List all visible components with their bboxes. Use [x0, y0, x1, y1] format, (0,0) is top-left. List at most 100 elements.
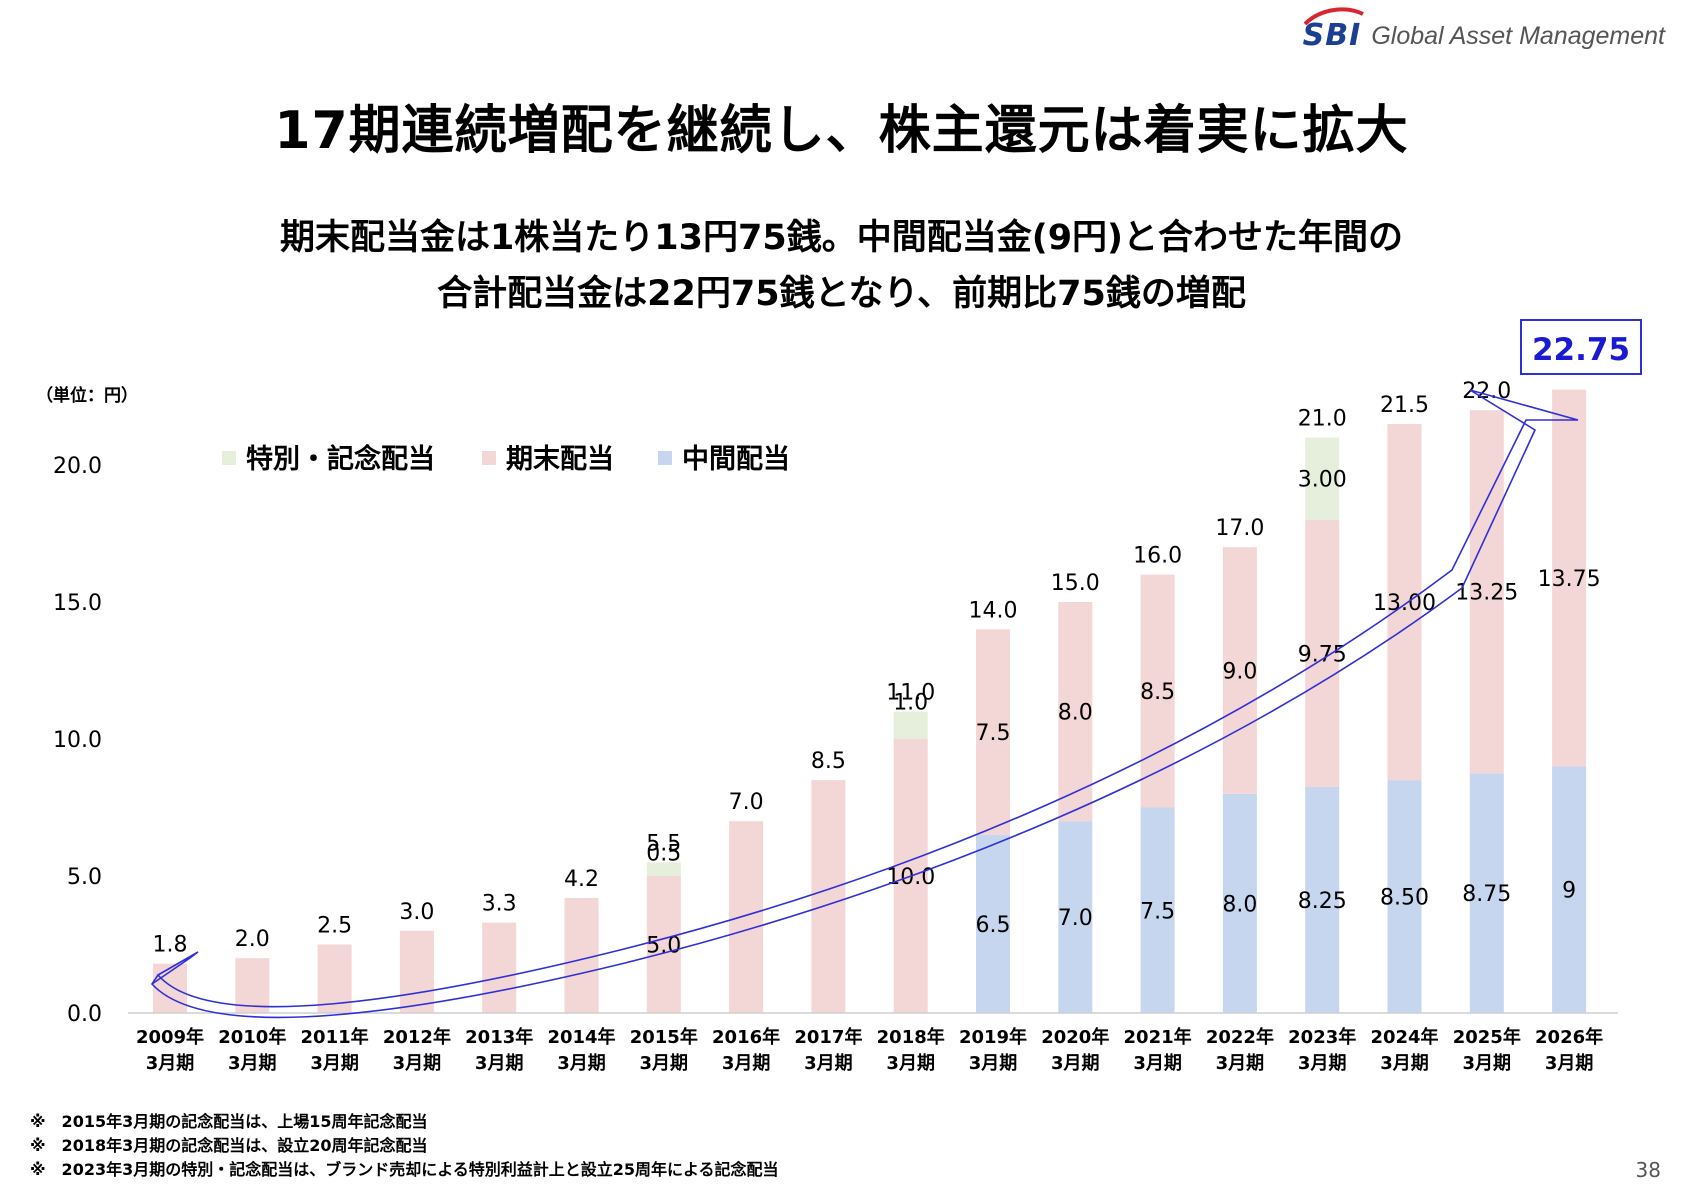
total-label: 3.3: [482, 892, 517, 917]
segment-label: 13.75: [1538, 567, 1601, 592]
segment-label: 10.0: [886, 865, 935, 890]
legend: 特別・記念配当 期末配当 中間配当: [222, 443, 790, 475]
bar-segment: [1469, 773, 1504, 1013]
page-number: 38: [1635, 1158, 1661, 1182]
x-tick-label: 3月期: [1463, 1053, 1512, 1074]
legend-label: 特別・記念配当: [246, 443, 435, 475]
y-tick-label: 10.0: [53, 728, 102, 753]
bar-segment: [1469, 410, 1504, 774]
bar-segment: [482, 922, 517, 1013]
bar-segment: [976, 629, 1010, 835]
x-tick-label: 3月期: [475, 1053, 524, 1074]
segment-label: 8.75: [1462, 882, 1511, 907]
segment-label: 8.25: [1298, 889, 1347, 914]
segment-label: 3.00: [1298, 468, 1347, 493]
bar-segment: [1387, 423, 1422, 781]
bar-segment: [1387, 780, 1422, 1013]
x-tick-label: 3月期: [557, 1053, 606, 1074]
x-tick-label: 2011年: [301, 1026, 369, 1048]
segment-label: 8.0: [1222, 892, 1257, 917]
bar-segment: [1058, 821, 1093, 1013]
y-tick-label: 15.0: [53, 591, 102, 616]
segment-label: 5.0: [646, 934, 681, 959]
segment-label: 13.00: [1373, 591, 1436, 616]
page-subtitle: 期末配当金は1株当たり13円75銭。中間配当金(9円)と合わせた年間の 合計配当…: [0, 210, 1683, 322]
x-tick-label: 3月期: [640, 1053, 689, 1074]
x-tick-label: 2009年: [136, 1026, 204, 1048]
bar-segment: [976, 834, 1010, 1013]
data-labels: 1.8 2.0 2.5 3.0 3.3 4.2 5.0 0.55.5 7.0 8.5 10.0 1.0…: [153, 379, 1601, 958]
footnotes: ※ 2015年3月期の記念配当は、上場15周年記念配当 ※ 2018年3月期の記…: [30, 1110, 779, 1182]
final-total-callout: 22.75: [1520, 319, 1642, 375]
x-tick-label: 3月期: [310, 1053, 359, 1074]
total-label: 2.5: [317, 914, 352, 939]
y-tick-label: 0.0: [67, 1002, 102, 1027]
x-tick-label: 3月期: [1545, 1053, 1594, 1074]
legend-swatch: [222, 451, 236, 465]
legend-label: 期末配当: [506, 444, 614, 475]
x-tick-label: 2016年: [712, 1026, 780, 1048]
brand-mark: SBI: [1303, 7, 1364, 53]
bar-segment: [893, 711, 928, 739]
segment-label: 7.0: [1058, 906, 1093, 931]
y-tick-label: 5.0: [67, 865, 102, 890]
total-label: 8.5: [811, 749, 846, 774]
total-label: 14.0: [969, 598, 1018, 623]
total-label: 21.0: [1298, 407, 1347, 432]
bar-segment: [1222, 793, 1257, 1013]
segment-label: 9.0: [1222, 660, 1257, 685]
bar-segment: [399, 930, 434, 1013]
segment-label: 6.5: [976, 913, 1011, 938]
brand-logo: SBI Global Asset Management: [1303, 7, 1665, 53]
x-tick-label: 2013年: [465, 1026, 533, 1048]
growth-arrow: [150, 389, 1579, 1019]
segment-label: 1.0: [893, 691, 928, 716]
segment-label: 0.5: [646, 841, 681, 866]
callout-total-label: 22.75: [1532, 332, 1630, 368]
segment-label: 8.50: [1380, 886, 1429, 911]
x-tick-label: 2010年: [218, 1026, 286, 1048]
subtitle-line-2: 合計配当金は22円75銭となり、前期比75銭の増配: [437, 274, 1246, 314]
bar-segment: [1305, 437, 1340, 520]
x-tick-label: 3月期: [146, 1053, 195, 1074]
arrow-tail: [151, 951, 199, 985]
total-label: 5.5: [646, 831, 681, 856]
x-tick-label: 2019年: [959, 1026, 1027, 1048]
segment-label: 8.5: [1140, 680, 1175, 705]
segment-label: 8.0: [1058, 701, 1093, 726]
x-tick-label: 2012年: [383, 1026, 451, 1048]
y-axis: （単位：円） 0.0 5.0 10.0 15.0 20.0: [36, 385, 138, 1027]
footnote: ※ 2018年3月期の記念配当は、設立20周年記念配当: [30, 1136, 428, 1155]
bar-segment: [1552, 766, 1587, 1013]
x-axis: 2009年 3月期 2010年 3月期 2011年 3月期 2012年 3月期 2013年 3月期…: [128, 1012, 1618, 1074]
segment-label: 9.75: [1298, 642, 1347, 667]
total-label: 7.0: [729, 790, 764, 815]
legend-label: 中間配当: [682, 444, 790, 475]
x-tick-label: 2018年: [877, 1026, 945, 1048]
total-label: 16.0: [1133, 544, 1182, 569]
x-tick-label: 3月期: [969, 1053, 1018, 1074]
x-tick-label: 3月期: [1051, 1053, 1100, 1074]
footnote: ※ 2015年3月期の記念配当は、上場15周年記念配当: [30, 1112, 428, 1131]
x-tick-label: 2026年: [1535, 1026, 1603, 1048]
footnote: ※ 2023年3月期の特別・記念配当は、ブランド売却による特別利益計上と設立25…: [30, 1160, 779, 1179]
bar-segment: [1140, 807, 1175, 1013]
bar-segment: [729, 821, 764, 1013]
x-tick-label: 3月期: [393, 1053, 442, 1074]
total-label: 3.0: [399, 900, 434, 925]
bar-segment: [1140, 574, 1175, 808]
total-label: 2.0: [235, 927, 270, 952]
bar-segment: [317, 944, 352, 1013]
x-tick-label: 3月期: [1380, 1053, 1429, 1074]
bar-segment: [646, 862, 681, 876]
x-tick-label: 3月期: [1133, 1053, 1182, 1074]
x-tick-label: 3月期: [1298, 1053, 1347, 1074]
x-tick-label: 2021年: [1124, 1026, 1192, 1048]
dividend-chart: （単位：円） 0.0 5.0 10.0 15.0 20.0 1.8 2.0 2.5 3.0 3.3…: [36, 319, 1642, 1074]
x-tick-label: 3月期: [722, 1053, 771, 1074]
callout-box: [1520, 319, 1642, 375]
total-label: 15.0: [1051, 571, 1100, 596]
y-tick-label: 20.0: [53, 454, 102, 479]
total-label: 17.0: [1215, 516, 1264, 541]
legend-swatch: [658, 451, 672, 465]
